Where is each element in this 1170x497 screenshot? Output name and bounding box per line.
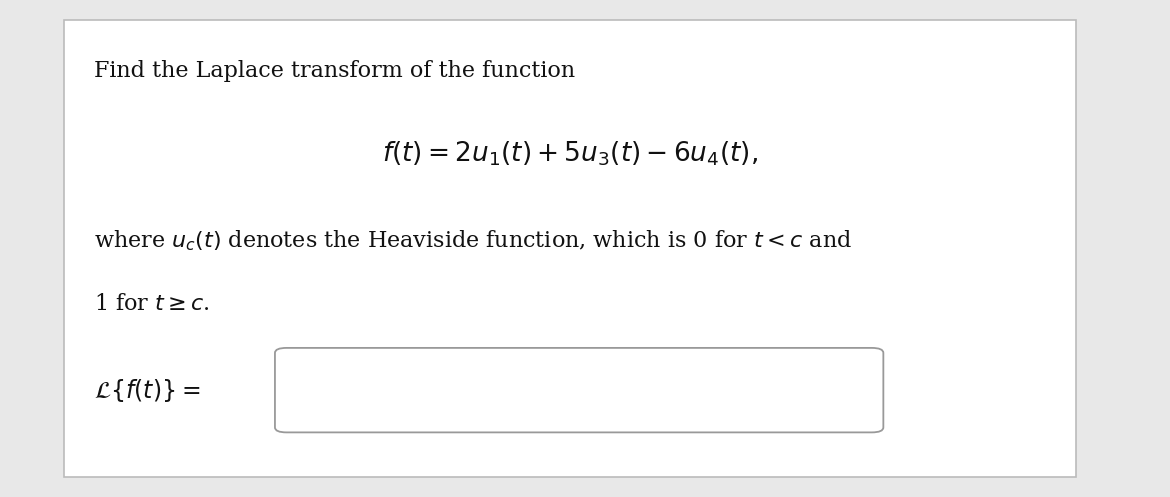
Text: where $u_c(t)$ denotes the Heaviside function, which is 0 for $t < c$ and: where $u_c(t)$ denotes the Heaviside fun… xyxy=(94,229,852,253)
Text: Find the Laplace transform of the function: Find the Laplace transform of the functi… xyxy=(94,60,574,82)
FancyBboxPatch shape xyxy=(64,20,1076,477)
Text: 1 for $t \geq c$.: 1 for $t \geq c$. xyxy=(94,293,209,315)
Text: $f(t) = 2u_1(t) + 5u_3(t) - 6u_4(t),$: $f(t) = 2u_1(t) + 5u_3(t) - 6u_4(t),$ xyxy=(383,139,758,167)
Text: $\mathcal{L}\{f(t)\} =$: $\mathcal{L}\{f(t)\} =$ xyxy=(94,377,200,404)
FancyBboxPatch shape xyxy=(275,348,883,432)
